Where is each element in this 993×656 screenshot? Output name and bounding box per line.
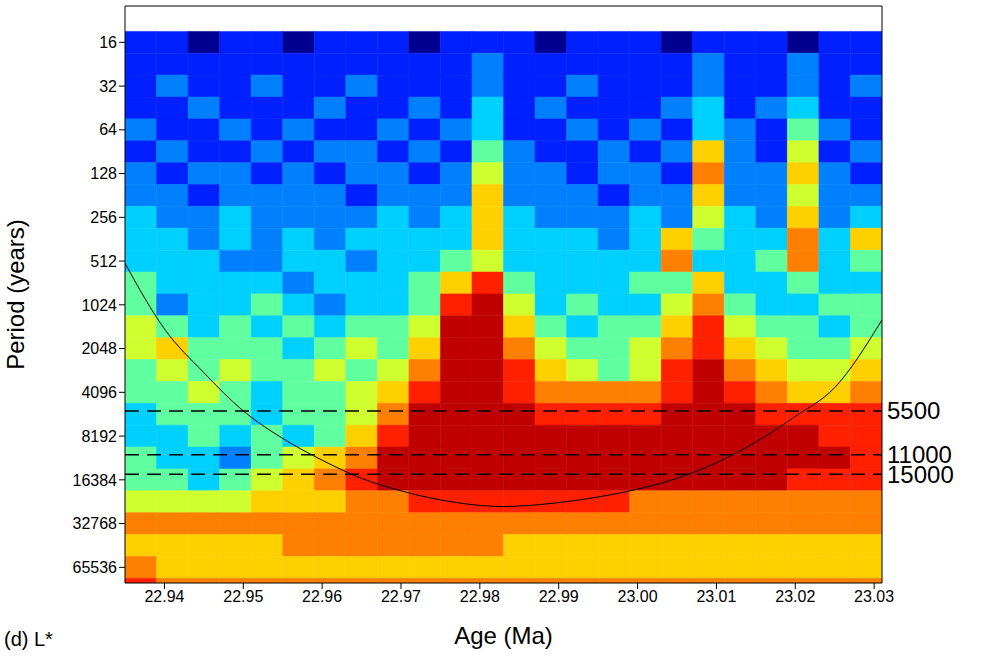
svg-text:22.96: 22.96 — [302, 588, 342, 605]
svg-text:256: 256 — [90, 209, 117, 226]
svg-text:512: 512 — [90, 253, 117, 270]
svg-text:23.02: 23.02 — [775, 588, 815, 605]
svg-text:22.94: 22.94 — [144, 588, 184, 605]
svg-text:Period (years): Period (years) — [2, 219, 29, 370]
svg-text:1024: 1024 — [81, 297, 117, 314]
svg-text:16384: 16384 — [73, 472, 118, 489]
svg-text:11000: 11000 — [887, 441, 952, 469]
svg-text:23.01: 23.01 — [696, 588, 736, 605]
svg-text:15000: 15000 — [887, 461, 954, 488]
svg-text:65536: 65536 — [73, 559, 118, 576]
svg-text:23.00: 23.00 — [618, 588, 658, 605]
svg-text:32: 32 — [99, 78, 117, 95]
svg-text:23.03: 23.03 — [854, 588, 894, 605]
svg-text:2048: 2048 — [81, 340, 117, 357]
svg-text:8192: 8192 — [81, 428, 117, 445]
svg-text:22.97: 22.97 — [381, 588, 421, 605]
svg-text:4096: 4096 — [81, 384, 117, 401]
svg-text:5500: 5500 — [887, 397, 940, 424]
svg-text:64: 64 — [99, 121, 117, 138]
svg-text:22.98: 22.98 — [460, 588, 500, 605]
svg-text:22.95: 22.95 — [223, 588, 263, 605]
svg-text:128: 128 — [90, 165, 117, 182]
svg-text:Age (Ma): Age (Ma) — [454, 622, 553, 649]
svg-text:22.99: 22.99 — [539, 588, 579, 605]
html-text:(d) L*: (d) L* — [4, 628, 53, 650]
svg-text:32768: 32768 — [73, 515, 118, 532]
svg-text:16: 16 — [99, 34, 117, 51]
